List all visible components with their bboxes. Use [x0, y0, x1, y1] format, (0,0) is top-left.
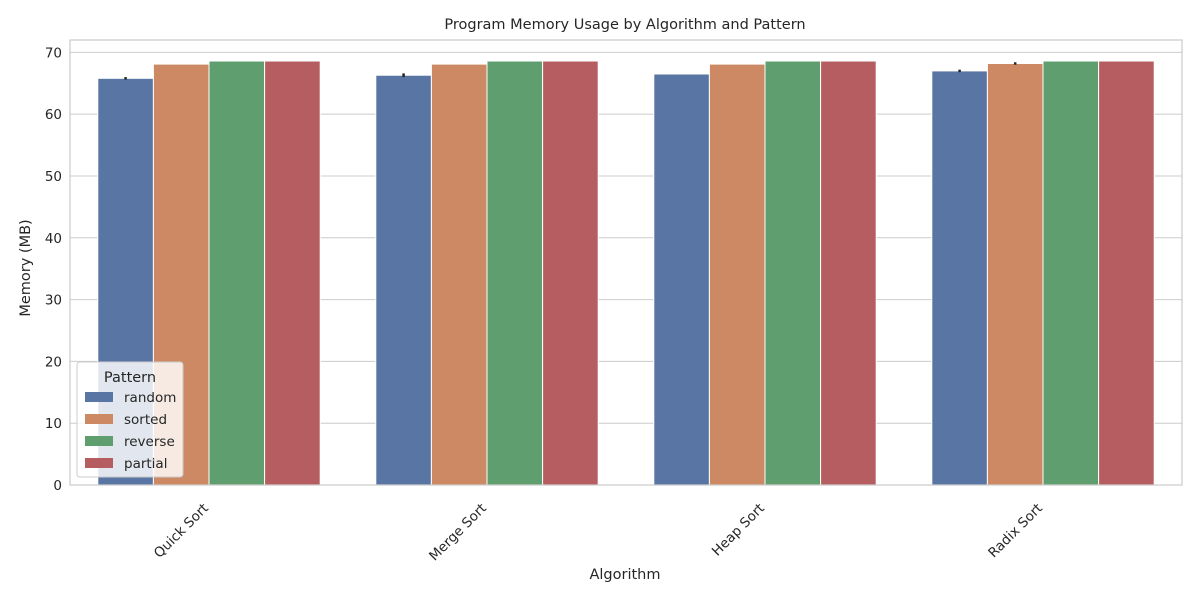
y-axis-label: Memory (MB) [18, 219, 34, 316]
legend-items: random sorted reverse partial [85, 390, 176, 472]
bar-partial [820, 60, 877, 486]
y-tick-labels: 0 10 20 30 40 50 60 70 [45, 45, 62, 494]
bar-reverse [1042, 60, 1100, 486]
plot-frame [69, 39, 1183, 486]
legend-box [76, 361, 184, 478]
y-tick-label: 10 [45, 416, 62, 432]
y-tick-label: 0 [53, 478, 62, 494]
bar-reverse [764, 60, 822, 486]
legend-swatch-partial [85, 458, 113, 468]
y-tick-label: 60 [45, 107, 62, 123]
x-axis-label: Algorithm [589, 567, 660, 583]
bar-reverse [208, 60, 266, 486]
y-tick-label: 30 [45, 293, 62, 309]
legend-label-reverse: reverse [124, 434, 175, 450]
bar-partial [542, 60, 599, 486]
bar-sorted [708, 63, 766, 486]
bar-partial [264, 60, 321, 486]
legend-swatch-random [85, 392, 113, 402]
bar-partial [1098, 60, 1155, 486]
y-tick-label: 40 [45, 231, 62, 247]
legend-swatch-reverse [85, 436, 113, 446]
bar-reverse [486, 60, 544, 486]
legend-label-random: random [124, 390, 176, 406]
bar-random [931, 70, 988, 486]
legend-label-partial: partial [124, 456, 167, 472]
chart-title: Program Memory Usage by Algorithm and Pa… [444, 17, 805, 33]
y-tick-label: 50 [45, 169, 62, 185]
bar-sorted [430, 63, 488, 486]
bar-sorted [986, 62, 1044, 486]
bar-random [653, 73, 710, 486]
y-tick-label: 20 [45, 354, 62, 370]
legend-label-sorted: sorted [124, 412, 167, 428]
legend: Pattern random sorted reverse partial [76, 361, 184, 478]
error-bars [124, 62, 1017, 80]
y-tick-label: 70 [45, 45, 62, 61]
legend-title: Pattern [104, 370, 156, 386]
bar-random [375, 74, 432, 486]
legend-swatch-sorted [85, 414, 113, 424]
